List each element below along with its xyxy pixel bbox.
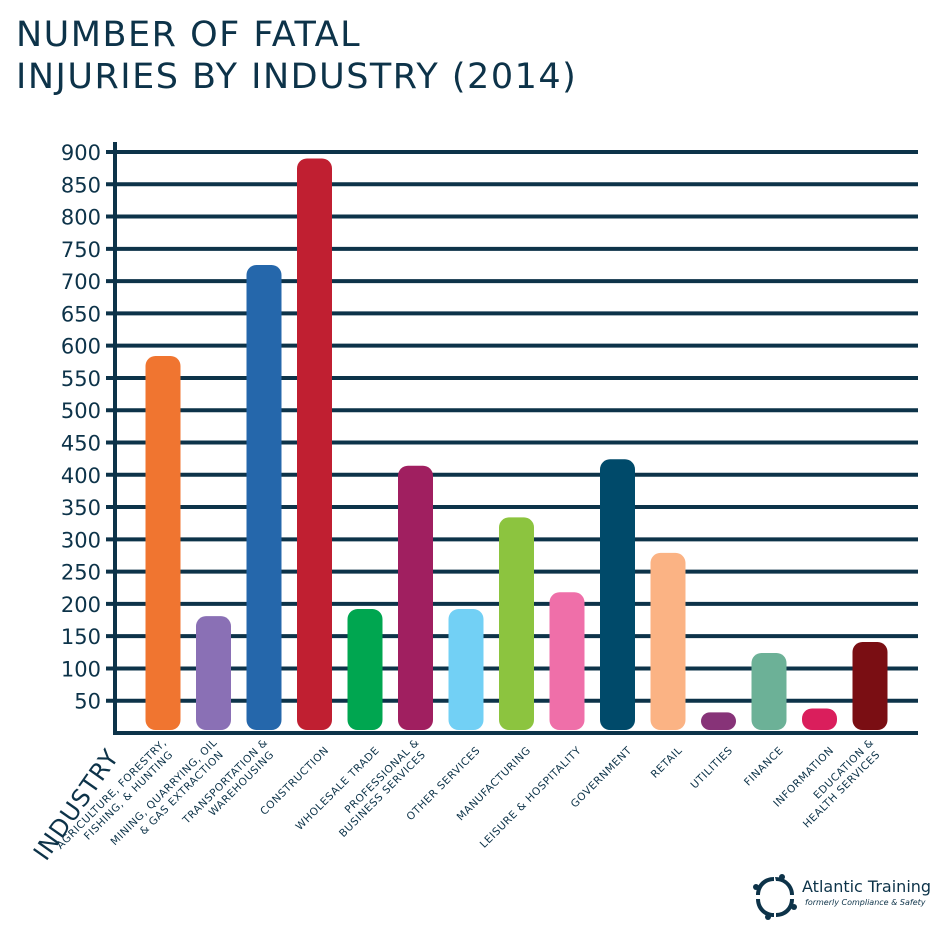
y-tick-label: 100 xyxy=(61,657,101,681)
y-tick-label: 200 xyxy=(61,593,101,617)
logo-name: Atlantic Training xyxy=(802,877,932,896)
y-tick-label: 400 xyxy=(61,464,101,488)
y-tick-label: 650 xyxy=(61,302,101,326)
logo-mark-icon xyxy=(753,874,797,920)
x-tick-label: FINANCE xyxy=(742,744,786,788)
x-tick-label: UTILITIES xyxy=(689,744,736,791)
bar xyxy=(549,592,585,730)
y-tick-label: 500 xyxy=(61,399,101,423)
x-tick-label-line: FINANCE xyxy=(742,744,786,788)
logo-tagline: formerly Compliance & Safety xyxy=(805,898,926,907)
bars xyxy=(145,158,888,730)
x-tick-label-line: RETAIL xyxy=(649,744,685,780)
atlantic-training-logo: Atlantic Training formerly Compliance & … xyxy=(752,873,932,923)
gridlines xyxy=(106,150,918,703)
bar xyxy=(600,459,635,730)
bar xyxy=(297,158,332,730)
bar xyxy=(802,708,837,730)
y-tick-label: 150 xyxy=(61,625,101,649)
chart-title-line-2: INJURIES BY INDUSTRY (2014) xyxy=(16,57,578,97)
y-tick-label: 700 xyxy=(61,270,101,294)
x-tick-label-line: UTILITIES xyxy=(689,744,736,791)
bar xyxy=(751,652,787,730)
y-tick-label: 300 xyxy=(61,528,101,552)
chart-title-line-1: NUMBER OF FATAL xyxy=(16,15,362,55)
bar xyxy=(499,517,534,730)
axes xyxy=(113,142,918,735)
y-tick-label: 850 xyxy=(61,173,101,197)
bar xyxy=(701,712,736,730)
bar xyxy=(145,355,181,730)
bar xyxy=(246,264,282,730)
y-tick-label: 800 xyxy=(61,206,101,230)
y-tick-label: 900 xyxy=(61,141,101,165)
y-tick-label: 550 xyxy=(61,367,101,391)
bar xyxy=(196,616,231,730)
bar xyxy=(398,465,433,730)
chart-title: NUMBER OF FATAL INJURIES BY INDUSTRY (20… xyxy=(16,14,577,98)
x-tick-label-line: BUSINESS SERVICES xyxy=(337,749,428,840)
bar xyxy=(448,609,484,730)
y-tick-label: 450 xyxy=(61,432,101,456)
x-tick-label: RETAIL xyxy=(649,744,685,780)
bar xyxy=(650,552,686,730)
x-tick-label: LEISURE & HOSPITALITY xyxy=(478,744,584,850)
y-tick-label: 750 xyxy=(61,238,101,262)
bar xyxy=(347,609,383,730)
x-tick-label-line: LEISURE & HOSPITALITY xyxy=(478,744,584,850)
y-tick-label: 350 xyxy=(61,496,101,520)
y-tick-label: 50 xyxy=(74,690,101,714)
y-tick-label: 250 xyxy=(61,561,101,585)
x-axis-labels: AGRICULTURE, FORESTRY,FISHING, & HUNTING… xyxy=(54,737,882,852)
y-tick-label: 600 xyxy=(61,335,101,359)
bar xyxy=(852,641,888,730)
y-axis-ticks: 50 100 150 200 250 300 350 400 450 500 550 600 650 70… xyxy=(61,141,101,714)
